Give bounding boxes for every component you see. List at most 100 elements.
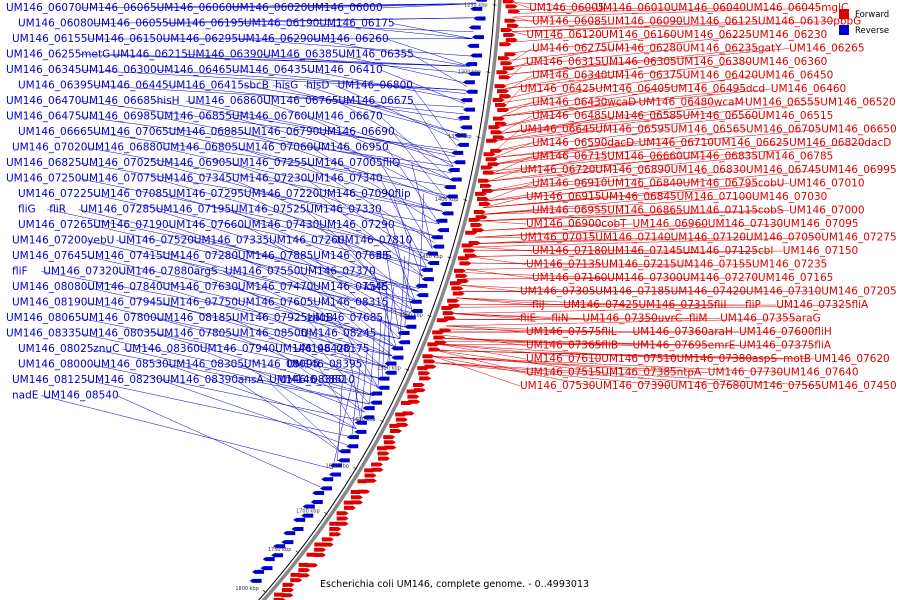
reverse-leader-line bbox=[335, 85, 459, 141]
forward-feature-arrow bbox=[329, 521, 342, 526]
tick-label: 1800 kbp bbox=[235, 586, 259, 592]
forward-gene-label: UM146_06005 bbox=[529, 2, 604, 14]
forward-leader-line bbox=[490, 142, 865, 175]
reverse-gene-label: UM146_06000 bbox=[307, 2, 382, 14]
reverse-leader-line bbox=[235, 302, 388, 368]
reverse-feature-arrow bbox=[391, 355, 404, 360]
forward-feature-arrow bbox=[500, 61, 513, 66]
forward-feature-arrow bbox=[377, 446, 390, 451]
reverse-leader-line bbox=[336, 317, 379, 388]
forward-leader-line bbox=[503, 75, 683, 103]
forward-gene-label: UM146_07145 bbox=[607, 245, 682, 257]
reverse-feature-arrow bbox=[409, 299, 422, 304]
forward-gene-label: UM146_07235 bbox=[752, 259, 827, 271]
forward-gene-label: UM146_06585 bbox=[607, 110, 682, 122]
reverse-feature-arrow bbox=[451, 150, 464, 155]
reverse-leader-line bbox=[154, 333, 374, 396]
reverse-feature-arrow bbox=[377, 376, 390, 381]
tick-mark bbox=[463, 199, 468, 201]
reverse-feature-arrow bbox=[370, 400, 383, 405]
forward-leader-line bbox=[507, 48, 758, 75]
reverse-leader-line bbox=[41, 395, 333, 470]
forward-gene-label: UM146_06835 bbox=[683, 151, 758, 163]
forward-gene-label: UM146_07420 bbox=[671, 286, 746, 298]
forward-leader-line bbox=[460, 285, 521, 292]
forward-leader-line bbox=[450, 313, 583, 319]
forward-leader-line bbox=[498, 102, 714, 134]
forward-gene-label: UM146_06565 bbox=[671, 124, 746, 136]
reverse-gene-label: UM146_08080 bbox=[12, 281, 87, 293]
forward-leader-line bbox=[438, 344, 677, 360]
forward-leader-line bbox=[460, 285, 596, 292]
forward-gene-label: wcaM bbox=[714, 97, 744, 109]
forward-feature-arrow bbox=[336, 511, 349, 516]
reverse-leader-line bbox=[272, 348, 366, 413]
reverse-leader-line bbox=[154, 69, 467, 91]
reverse-leader-line bbox=[392, 224, 412, 310]
forward-gene-label: UM146_06045 bbox=[746, 2, 821, 14]
reverse-gene-label: UM146_06905 bbox=[157, 157, 232, 169]
reverse-leader-line bbox=[110, 54, 470, 67]
forward-leader-line bbox=[513, 2, 530, 9]
forward-gene-label: UM146_06125 bbox=[683, 16, 758, 28]
forward-feature-arrow bbox=[447, 298, 460, 303]
reverse-gene-label: UM146_07090 bbox=[319, 188, 394, 200]
reverse-leader-line bbox=[241, 131, 447, 199]
forward-leader-line bbox=[476, 223, 633, 231]
forward-gene-label: fliP bbox=[745, 299, 761, 311]
reverse-gene-label: znuC bbox=[93, 343, 119, 355]
forward-leader-line bbox=[501, 102, 533, 117]
reverse-gene-label: UM146_06175 bbox=[319, 18, 394, 30]
forward-gene-label: UM146_06865 bbox=[607, 205, 682, 217]
forward-gene-label: fliH bbox=[814, 326, 831, 338]
reverse-leader-line bbox=[47, 209, 420, 289]
reverse-gene-label: UM146_07630 bbox=[163, 281, 238, 293]
reverse-gene-label: UM146_07800 bbox=[81, 312, 156, 324]
forward-feature-arrow bbox=[483, 152, 496, 157]
forward-gene-label: aspS bbox=[752, 353, 778, 365]
forward-feature-arrow bbox=[395, 412, 408, 417]
reverse-gene-label: UM146_08530 bbox=[93, 359, 168, 371]
reverse-gene-label: UM146_06355 bbox=[338, 49, 413, 61]
forward-gene-label: UM146_06650 bbox=[821, 124, 896, 136]
reverse-leader-line bbox=[410, 85, 458, 148]
forward-gene-label: UM146_06960 bbox=[633, 218, 708, 230]
forward-leader-line bbox=[452, 304, 777, 308]
reverse-leader-line bbox=[273, 85, 460, 134]
forward-gene-label: UM146_06845 bbox=[601, 191, 676, 203]
reverse-leader-line bbox=[85, 147, 443, 212]
forward-leader-line bbox=[507, 48, 608, 68]
reverse-gene-label: UM146_06215 bbox=[113, 49, 188, 61]
forward-leader-line bbox=[431, 362, 822, 387]
forward-leader-line bbox=[433, 356, 677, 373]
reverse-gene-label: UM146_07220 bbox=[244, 188, 319, 200]
forward-gene-label: UM146_07150 bbox=[783, 245, 858, 257]
forward-gene-label: UM146_06520 bbox=[820, 97, 895, 109]
reverse-gene-label: UM146_08380 bbox=[269, 374, 344, 386]
reverse-feature-arrow bbox=[470, 53, 483, 58]
forward-leader-line bbox=[509, 34, 677, 54]
forward-gene-label: ntpA bbox=[677, 367, 702, 379]
forward-feature-arrow bbox=[475, 215, 488, 220]
forward-leader-line bbox=[471, 249, 683, 252]
reverse-gene-label: UM146_07945 bbox=[87, 297, 162, 309]
reverse-leader-line bbox=[79, 162, 440, 225]
forward-feature-arrow bbox=[457, 256, 470, 261]
reverse-leader-line bbox=[91, 348, 370, 405]
forward-gene-label: UM146_06315 bbox=[526, 56, 601, 68]
forward-leader-line bbox=[475, 223, 784, 238]
reverse-feature-arrow bbox=[473, 16, 486, 21]
forward-gene-label: UM146_06625 bbox=[714, 137, 789, 149]
reverse-leader-line bbox=[305, 116, 451, 180]
tick-label: 1550 kbp bbox=[377, 366, 401, 372]
map-caption: Escherichia coli UM146, complete genome.… bbox=[320, 579, 589, 590]
reverse-gene-label: hisD bbox=[306, 80, 329, 92]
reverse-leader-line bbox=[91, 193, 427, 268]
reverse-feature-arrow bbox=[441, 211, 454, 216]
reverse-gene-label: UM146_06295 bbox=[163, 33, 238, 45]
reverse-feature-arrow bbox=[384, 361, 397, 366]
forward-gene-label: UM146_06830 bbox=[671, 164, 746, 176]
forward-gene-label: araG bbox=[795, 313, 820, 325]
forward-feature-arrow bbox=[436, 318, 449, 323]
forward-feature-arrow bbox=[273, 597, 286, 600]
